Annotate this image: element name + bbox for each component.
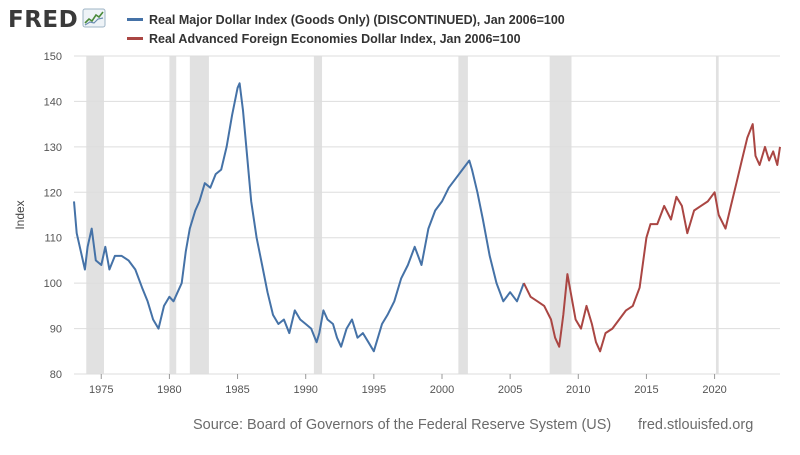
legend-swatch — [127, 18, 143, 21]
y-tick-label: 80 — [50, 369, 62, 381]
x-tick-label: 2000 — [430, 384, 454, 396]
fred-chart-icon — [82, 8, 106, 33]
x-tick-label: 2015 — [634, 384, 658, 396]
legend-item-afe-dollar[interactable]: Real Advanced Foreign Economies Dollar I… — [127, 29, 565, 48]
y-tick-label: 110 — [44, 233, 62, 245]
source-site-link[interactable]: fred.stlouisfed.org — [638, 417, 754, 433]
y-tick-label: 130 — [44, 142, 62, 154]
y-tick-label: 100 — [44, 278, 62, 290]
recession-band — [169, 56, 177, 374]
x-tick-label: 1980 — [157, 384, 181, 396]
recession-band — [189, 56, 209, 374]
y-tick-label: 140 — [44, 96, 62, 108]
recession-band — [715, 56, 719, 374]
legend-label: Real Advanced Foreign Economies Dollar I… — [149, 31, 521, 46]
recession-band — [313, 56, 323, 374]
legend-item-major-dollar[interactable]: Real Major Dollar Index (Goods Only) (DI… — [127, 10, 565, 29]
x-tick-label: 2010 — [566, 384, 590, 396]
x-tick-label: 2005 — [498, 384, 522, 396]
y-tick-label: 120 — [44, 187, 62, 199]
series-line-afe-dollar — [522, 123, 781, 353]
x-tick-label: 1990 — [293, 384, 317, 396]
x-tick-label: 2020 — [702, 384, 726, 396]
series-line-major-dollar — [73, 82, 525, 353]
y-tick-label: 90 — [50, 324, 62, 336]
source-text: Source: Board of Governors of the Federa… — [193, 417, 612, 433]
x-tick-label: 1975 — [89, 384, 113, 396]
x-tick-label: 1985 — [225, 384, 249, 396]
plot-background — [74, 56, 780, 374]
recession-band — [458, 56, 468, 374]
y-axis-label: Index — [13, 200, 27, 229]
legend-label: Real Major Dollar Index (Goods Only) (DI… — [149, 12, 565, 27]
recession-band — [86, 56, 104, 374]
chart-header: FRED Real Major Dollar Index (Goods Only… — [0, 0, 800, 50]
fred-logo-text: FRED — [8, 7, 79, 33]
y-tick-label: 150 — [44, 51, 62, 63]
chart-legend: Real Major Dollar Index (Goods Only) (DI… — [127, 10, 565, 48]
x-tick-label: 1995 — [362, 384, 386, 396]
fred-logo[interactable]: FRED — [8, 7, 106, 33]
legend-swatch — [127, 37, 143, 40]
